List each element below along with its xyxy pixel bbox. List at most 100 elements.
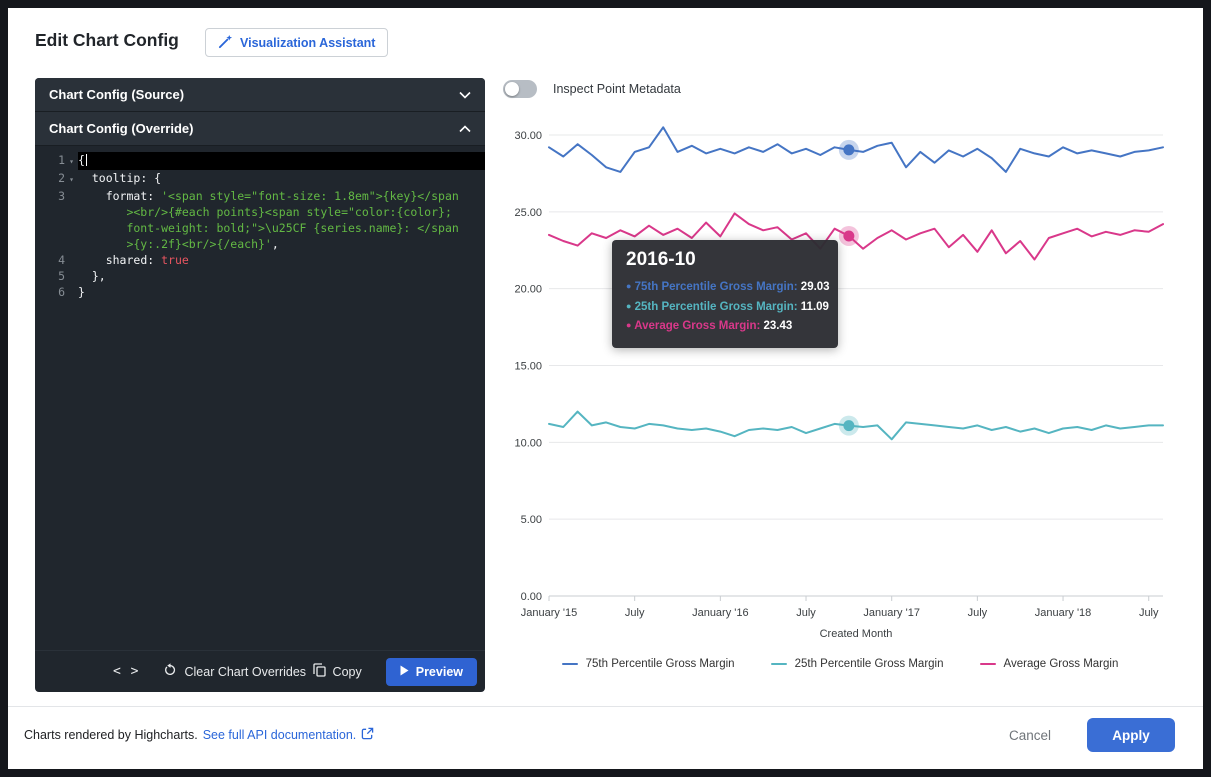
legend-item[interactable]: 25th Percentile Gross Margin xyxy=(770,658,944,670)
clear-chart-overrides-label: Clear Chart Overrides xyxy=(184,664,307,679)
visualization-assistant-label: Visualization Assistant xyxy=(240,35,376,50)
code-line[interactable]: 1 ▾ { xyxy=(35,152,485,170)
inspect-point-metadata-label: Inspect Point Metadata xyxy=(553,82,681,96)
preview-label: Preview xyxy=(415,664,463,679)
magic-pencil-icon xyxy=(218,34,233,52)
svg-text:Created Month: Created Month xyxy=(820,628,893,640)
svg-text:January '17: January '17 xyxy=(863,607,920,619)
code-editor[interactable]: 1 ▾ {2 ▾ tooltip: { 3 format: '<span style="… xyxy=(35,146,485,650)
legend-label: 25th Percentile Gross Margin xyxy=(794,658,944,670)
code-line[interactable]: 4 shared: true xyxy=(35,252,485,268)
chevron-up-icon xyxy=(459,121,471,136)
footer-divider xyxy=(8,706,1203,707)
line-number: 6 xyxy=(58,285,65,299)
line-number: 2 xyxy=(58,171,65,185)
svg-text:July: July xyxy=(1139,607,1159,619)
code-text[interactable]: } xyxy=(78,285,85,299)
chart-legend: 75th Percentile Gross Margin 25th Percent… xyxy=(505,658,1175,670)
external-link-icon[interactable] xyxy=(361,727,374,743)
legend-item[interactable]: Average Gross Margin xyxy=(979,658,1119,670)
tooltip-series-label: Average Gross Margin: xyxy=(631,320,764,333)
code-line[interactable]: 5 }, xyxy=(35,268,485,284)
inspect-metadata-toggle-row: Inspect Point Metadata xyxy=(503,80,681,98)
code-brackets-icon[interactable]: < > xyxy=(113,664,140,679)
code-line[interactable]: 3 format: '<span style="font-size: 1.8em… xyxy=(35,188,485,252)
legend-line-marker xyxy=(770,663,787,665)
svg-text:July: July xyxy=(796,607,816,619)
fold-spacer xyxy=(65,188,78,252)
fold-spacer xyxy=(65,284,78,300)
legend-label: Average Gross Margin xyxy=(1003,658,1119,670)
copy-icon xyxy=(312,663,326,680)
cancel-button[interactable]: Cancel xyxy=(1003,727,1057,744)
line-number: 1 xyxy=(58,153,65,167)
line-number: 5 xyxy=(58,269,65,283)
highcharts-credit-text: Charts rendered by Highcharts. xyxy=(24,728,198,742)
copy-button[interactable]: Copy xyxy=(312,663,362,680)
code-text[interactable]: { xyxy=(78,152,485,170)
svg-text:January '15: January '15 xyxy=(521,607,578,619)
apply-button[interactable]: Apply xyxy=(1087,718,1175,752)
tooltip-row: ● 75th Percentile Gross Margin: 29.03 xyxy=(626,278,830,298)
series-bullet-icon: ● xyxy=(626,300,632,311)
tooltip-row: ● Average Gross Margin: 23.43 xyxy=(626,317,824,337)
tooltip-series-label: 25th Percentile Gross Margin: xyxy=(631,300,801,313)
series-bullet-icon: ● xyxy=(626,320,632,331)
svg-text:July: July xyxy=(968,607,988,619)
tooltip-series-label: 75th Percentile Gross Margin: xyxy=(631,281,801,293)
page-title: Edit Chart Config xyxy=(35,30,179,50)
code-line[interactable]: 6} xyxy=(35,284,485,300)
api-documentation-link[interactable]: See full API documentation. xyxy=(202,728,357,742)
tooltip-title: 2016-10 xyxy=(626,249,696,270)
svg-text:15.00: 15.00 xyxy=(514,361,542,373)
legend-label: 75th Percentile Gross Margin xyxy=(585,658,735,670)
fold-caret-icon[interactable]: ▾ xyxy=(69,157,74,166)
section-title-override: Chart Config (Override) xyxy=(49,121,194,136)
svg-text:January '16: January '16 xyxy=(692,607,749,619)
svg-text:July: July xyxy=(625,607,645,619)
series-bullet-icon: ● xyxy=(626,281,632,291)
section-header-override[interactable]: Chart Config (Override) xyxy=(35,112,485,146)
svg-text:0.00: 0.00 xyxy=(521,591,542,603)
code-text[interactable]: tooltip: { xyxy=(78,171,162,185)
text-cursor xyxy=(85,154,87,166)
line-number: 4 xyxy=(58,253,65,267)
section-title-source: Chart Config (Source) xyxy=(49,87,185,102)
svg-text:30.00: 30.00 xyxy=(514,130,542,142)
footer-actions: Cancel Apply xyxy=(1003,718,1175,752)
toggle-knob xyxy=(505,82,519,96)
code-text[interactable]: }, xyxy=(78,269,106,283)
visualization-assistant-button[interactable]: Visualization Assistant xyxy=(205,28,389,57)
svg-text:5.00: 5.00 xyxy=(521,514,542,526)
code-text[interactable]: format: '<span style="font-size: 1.8em">… xyxy=(78,189,459,251)
inspect-point-metadata-toggle[interactable] xyxy=(503,80,537,98)
editor-toolbar: < > Clear Chart Overrides Copy xyxy=(35,650,485,692)
tooltip-series-value: 29.03 xyxy=(800,281,830,293)
svg-text:20.00: 20.00 xyxy=(514,284,542,296)
play-icon xyxy=(400,665,409,679)
legend-line-marker xyxy=(979,663,996,665)
section-header-source[interactable]: Chart Config (Source) xyxy=(35,78,485,112)
clear-chart-overrides-button[interactable]: Clear Chart Overrides xyxy=(163,663,306,680)
line-number: 3 xyxy=(58,189,65,203)
svg-text:10.00: 10.00 xyxy=(514,437,542,449)
tooltip-rows: ● 75th Percentile Gross Margin: 29.03 ● 2… xyxy=(626,278,830,337)
chart-config-editor-panel: Chart Config (Source) Chart Config (Over… xyxy=(35,78,485,692)
footer-credit: Charts rendered by Highcharts. See full … xyxy=(24,727,374,743)
fold-caret-icon[interactable]: ▾ xyxy=(69,175,74,184)
legend-item[interactable]: 75th Percentile Gross Margin xyxy=(561,658,735,670)
svg-text:January '18: January '18 xyxy=(1035,607,1092,619)
code-text[interactable]: shared: true xyxy=(78,253,189,267)
legend-line-marker xyxy=(561,663,578,665)
tooltip-row: ● 25th Percentile Gross Margin: 11.09 xyxy=(626,298,829,318)
preview-button[interactable]: Preview xyxy=(385,657,477,686)
chevron-down-icon xyxy=(459,87,471,102)
tooltip-series-value: 23.43 xyxy=(763,320,793,333)
svg-text:25.00: 25.00 xyxy=(514,207,542,219)
restore-icon xyxy=(163,663,177,680)
code-line[interactable]: 2 ▾ tooltip: { xyxy=(35,170,485,188)
chart-tooltip: 2016-10 ● 75th Percentile Gross Margin: … xyxy=(612,240,838,348)
line-chart[interactable]: 0.00 5.00 10.00 15.00 20.00 25.00 30.00 January… xyxy=(505,105,1175,650)
fold-spacer xyxy=(65,252,78,268)
